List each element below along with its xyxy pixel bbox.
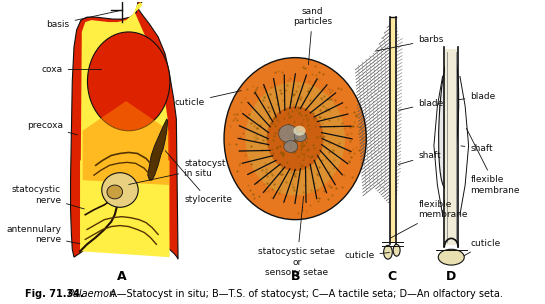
Text: D: D	[446, 271, 456, 283]
Ellipse shape	[438, 249, 464, 265]
Polygon shape	[445, 49, 457, 245]
Circle shape	[231, 66, 359, 212]
Circle shape	[233, 68, 357, 209]
Circle shape	[259, 98, 331, 179]
Polygon shape	[390, 18, 395, 243]
Text: Fig. 71.34.: Fig. 71.34.	[25, 289, 83, 299]
Text: shaft: shaft	[461, 144, 493, 153]
Circle shape	[226, 60, 364, 217]
Polygon shape	[80, 2, 169, 257]
Circle shape	[281, 123, 310, 155]
Text: precoxa: precoxa	[27, 121, 77, 135]
Text: coxa: coxa	[41, 65, 101, 74]
Text: A: A	[117, 271, 126, 283]
Text: cuticle: cuticle	[344, 251, 390, 260]
Text: stylocerite: stylocerite	[165, 150, 232, 204]
Text: flexible
membrane: flexible membrane	[467, 128, 520, 195]
Text: statocystic setae
or
sensory setae: statocystic setae or sensory setae	[258, 196, 335, 277]
Ellipse shape	[107, 185, 123, 199]
Text: blade: blade	[398, 98, 444, 110]
Ellipse shape	[294, 132, 306, 142]
Circle shape	[267, 106, 324, 171]
Circle shape	[257, 95, 333, 182]
Circle shape	[255, 93, 336, 185]
Ellipse shape	[284, 141, 298, 153]
Text: barbs: barbs	[375, 35, 444, 51]
Circle shape	[274, 114, 317, 163]
Circle shape	[288, 130, 302, 147]
Text: A—Statocyst in situ; B—T.S. of statocyst; C—A tactile seta; D—An olfactory seta.: A—Statocyst in situ; B—T.S. of statocyst…	[107, 289, 503, 299]
Ellipse shape	[102, 173, 138, 207]
Circle shape	[252, 90, 338, 187]
Circle shape	[278, 120, 312, 157]
Circle shape	[286, 128, 305, 150]
Polygon shape	[148, 119, 168, 180]
Circle shape	[224, 58, 366, 219]
Text: basis: basis	[46, 11, 119, 29]
Text: cuticle: cuticle	[175, 91, 241, 107]
Text: statocystic
nerve: statocystic nerve	[12, 185, 84, 209]
Polygon shape	[70, 0, 178, 259]
Circle shape	[262, 101, 328, 176]
Text: sand
particles: sand particles	[293, 7, 332, 65]
Circle shape	[264, 104, 326, 174]
Ellipse shape	[278, 125, 298, 143]
Text: statocyst
in situ: statocyst in situ	[129, 159, 226, 185]
Ellipse shape	[87, 32, 170, 131]
Circle shape	[271, 112, 319, 166]
Circle shape	[250, 87, 340, 190]
Circle shape	[245, 82, 345, 195]
Polygon shape	[80, 161, 169, 257]
Circle shape	[269, 109, 321, 168]
Text: B: B	[290, 271, 300, 283]
Text: C: C	[387, 271, 397, 283]
Ellipse shape	[439, 52, 459, 188]
Text: blade: blade	[458, 92, 495, 101]
Text: antennulary
nerve: antennulary nerve	[6, 225, 80, 244]
Polygon shape	[83, 101, 169, 185]
Circle shape	[238, 74, 352, 203]
Text: Palaemon.: Palaemon.	[68, 289, 119, 299]
Circle shape	[248, 85, 343, 193]
Circle shape	[241, 77, 350, 201]
Text: flexible
membrane: flexible membrane	[390, 200, 468, 238]
Ellipse shape	[393, 244, 400, 256]
Text: cuticle: cuticle	[464, 239, 501, 256]
Ellipse shape	[384, 245, 392, 259]
Text: shaft: shaft	[398, 151, 441, 164]
Circle shape	[243, 79, 347, 198]
Circle shape	[236, 71, 354, 206]
Circle shape	[293, 136, 298, 141]
Circle shape	[290, 133, 300, 144]
Circle shape	[229, 63, 361, 214]
Circle shape	[283, 125, 307, 152]
Circle shape	[276, 117, 314, 160]
Ellipse shape	[293, 126, 306, 136]
